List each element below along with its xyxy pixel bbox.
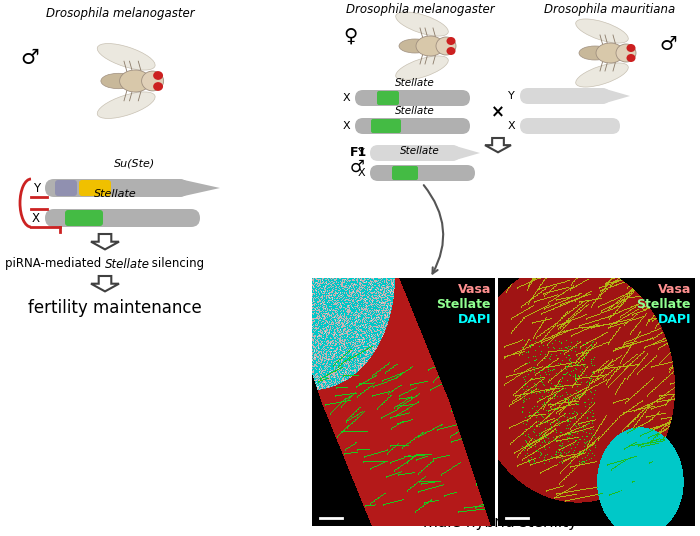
FancyBboxPatch shape — [371, 119, 401, 133]
Text: Stellate: Stellate — [400, 146, 440, 156]
Text: Vasa: Vasa — [458, 283, 491, 296]
Ellipse shape — [97, 92, 155, 118]
Text: X: X — [508, 121, 515, 131]
Polygon shape — [602, 88, 630, 104]
Ellipse shape — [101, 73, 136, 88]
Text: Vasa: Vasa — [657, 283, 691, 296]
Text: Stellate: Stellate — [437, 298, 491, 311]
Text: X: X — [32, 212, 40, 225]
FancyBboxPatch shape — [55, 180, 77, 196]
FancyBboxPatch shape — [45, 209, 200, 227]
Text: Stellate: Stellate — [94, 189, 136, 199]
Text: F1: F1 — [350, 146, 368, 160]
Polygon shape — [485, 138, 511, 152]
Text: Stellate: Stellate — [636, 298, 691, 311]
FancyBboxPatch shape — [355, 118, 470, 134]
FancyBboxPatch shape — [520, 118, 620, 134]
FancyBboxPatch shape — [392, 166, 418, 180]
Ellipse shape — [153, 71, 163, 80]
Text: Stellate: Stellate — [105, 257, 150, 271]
Polygon shape — [91, 234, 119, 249]
Text: X: X — [342, 93, 350, 103]
Text: ♀: ♀ — [343, 26, 357, 46]
Ellipse shape — [447, 47, 456, 55]
Text: Y: Y — [508, 91, 515, 101]
Ellipse shape — [416, 36, 444, 56]
Text: Drosophila melanogaster: Drosophila melanogaster — [46, 8, 195, 20]
Text: piRNA-mediated: piRNA-mediated — [5, 257, 105, 271]
Ellipse shape — [120, 70, 150, 92]
Ellipse shape — [616, 44, 636, 62]
Ellipse shape — [153, 82, 163, 91]
Ellipse shape — [395, 56, 448, 80]
Text: Drosophila melanogaster: Drosophila melanogaster — [346, 3, 494, 16]
Text: fertility maintenance: fertility maintenance — [28, 299, 202, 317]
Text: Y: Y — [358, 148, 365, 158]
FancyBboxPatch shape — [377, 91, 399, 105]
Text: ♂: ♂ — [350, 158, 365, 176]
Text: X: X — [342, 121, 350, 131]
Polygon shape — [91, 276, 119, 292]
Ellipse shape — [141, 71, 164, 91]
Text: DAPI: DAPI — [657, 313, 691, 326]
Text: X: X — [358, 168, 365, 178]
Text: silencing: silencing — [148, 257, 204, 271]
FancyBboxPatch shape — [79, 180, 111, 196]
FancyBboxPatch shape — [45, 179, 188, 197]
Polygon shape — [452, 145, 480, 161]
Text: ×: × — [491, 103, 505, 121]
Ellipse shape — [436, 37, 456, 55]
Text: Y: Y — [33, 182, 40, 195]
Ellipse shape — [395, 12, 448, 36]
Ellipse shape — [626, 54, 636, 62]
Ellipse shape — [596, 43, 624, 63]
Ellipse shape — [575, 19, 629, 43]
Ellipse shape — [626, 44, 636, 52]
Text: DAPI: DAPI — [458, 313, 491, 326]
FancyBboxPatch shape — [65, 210, 103, 226]
Polygon shape — [179, 179, 220, 197]
FancyBboxPatch shape — [355, 90, 470, 106]
Ellipse shape — [399, 39, 431, 53]
FancyBboxPatch shape — [370, 145, 460, 161]
Text: Su(Ste): Su(Ste) — [114, 158, 155, 168]
FancyBboxPatch shape — [520, 88, 610, 104]
Text: Stellate: Stellate — [395, 78, 435, 88]
Text: male hybrid sterility: male hybrid sterility — [423, 515, 577, 530]
Ellipse shape — [97, 43, 155, 70]
FancyBboxPatch shape — [370, 165, 475, 181]
Text: ♂: ♂ — [20, 48, 39, 68]
Text: ♂: ♂ — [659, 34, 677, 54]
Ellipse shape — [447, 37, 456, 45]
Text: Drosophila mauritiana: Drosophila mauritiana — [545, 3, 676, 16]
Text: Stellate: Stellate — [395, 106, 435, 116]
Ellipse shape — [575, 63, 629, 87]
Ellipse shape — [579, 46, 611, 60]
